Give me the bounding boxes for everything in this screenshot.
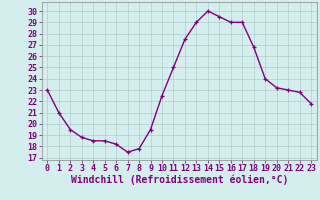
X-axis label: Windchill (Refroidissement éolien,°C): Windchill (Refroidissement éolien,°C)	[70, 175, 288, 185]
